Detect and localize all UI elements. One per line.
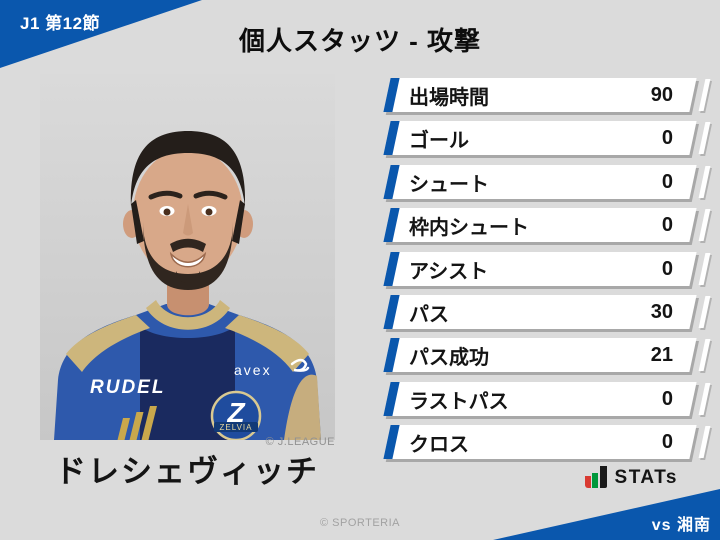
jersey-sponsor-left: RUDEL: [90, 377, 165, 398]
stat-label: クロス: [409, 433, 469, 456]
stat-label: 出場時間: [409, 86, 489, 109]
stat-row-shots: シュート 0: [383, 164, 697, 199]
stats-list: 出場時間 90 ゴール 0 シュート 0 枠内シュート 0 アシスト 0 パス 30 パス成…: [383, 78, 697, 460]
stat-label: ゴール: [409, 129, 469, 152]
club-crest: Z ZELVIA: [210, 390, 262, 440]
stat-value: 21: [650, 343, 673, 366]
stat-value: 0: [661, 213, 673, 236]
avex-logo-mark: [290, 358, 310, 372]
stat-value: 0: [661, 170, 673, 193]
stat-label: シュート: [409, 173, 489, 196]
stat-label: パス成功: [409, 346, 489, 369]
stats-wordmark: STATs: [614, 467, 678, 488]
stat-row-minutes: 出場時間 90: [383, 78, 697, 112]
stat-row-passes: パス 30: [383, 294, 697, 329]
stat-row-passes-completed: パス成功 21: [383, 338, 697, 373]
stat-row-crosses: クロス 0: [383, 425, 697, 460]
bar-black: [599, 466, 607, 488]
stat-label: ラストパス: [409, 390, 509, 413]
stat-row-shots-on-target: 枠内シュート 0: [383, 208, 697, 243]
player-name: ドレシェヴィッチ: [55, 454, 319, 489]
player-portrait-illustration: RUDEL avex Z ZELVIA: [40, 74, 335, 440]
match-round-label: J1 第12節: [20, 14, 101, 33]
stat-row-assists: アシスト 0: [383, 251, 697, 286]
stat-value: 0: [661, 257, 673, 280]
jersey-sponsor-right: avex: [234, 362, 272, 378]
bar-chart-icon: [584, 466, 607, 488]
stat-label: アシスト: [409, 260, 489, 283]
bar-red: [584, 476, 591, 488]
crest-monogram: Z: [226, 397, 245, 428]
stat-row-goals: ゴール 0: [383, 121, 697, 156]
stat-label: 枠内シュート: [409, 216, 529, 239]
stat-value: 0: [661, 387, 673, 410]
opponent-label: vs 湘南: [651, 517, 711, 534]
stat-value: 0: [661, 126, 673, 149]
photo-copyright: © J.LEAGUE: [265, 436, 335, 448]
stat-value: 30: [650, 300, 673, 323]
stats-logo: STATs: [584, 466, 678, 488]
stat-value: 0: [661, 430, 673, 453]
sporteria-credit: © SPORTERIA: [319, 517, 401, 529]
page-title: 個人スタッツ - 攻撃: [238, 26, 482, 56]
jersey-stripes: [117, 406, 157, 440]
player-photo: RUDEL avex Z ZELVIA: [40, 74, 335, 440]
stat-row-key-passes: ラストパス 0: [383, 381, 697, 416]
crest-label: ZELVIA: [220, 423, 253, 432]
stat-value: 90: [650, 83, 673, 106]
stat-label: パス: [409, 303, 449, 326]
opponent-badge: vs 湘南: [493, 489, 720, 540]
bar-green: [592, 473, 599, 488]
